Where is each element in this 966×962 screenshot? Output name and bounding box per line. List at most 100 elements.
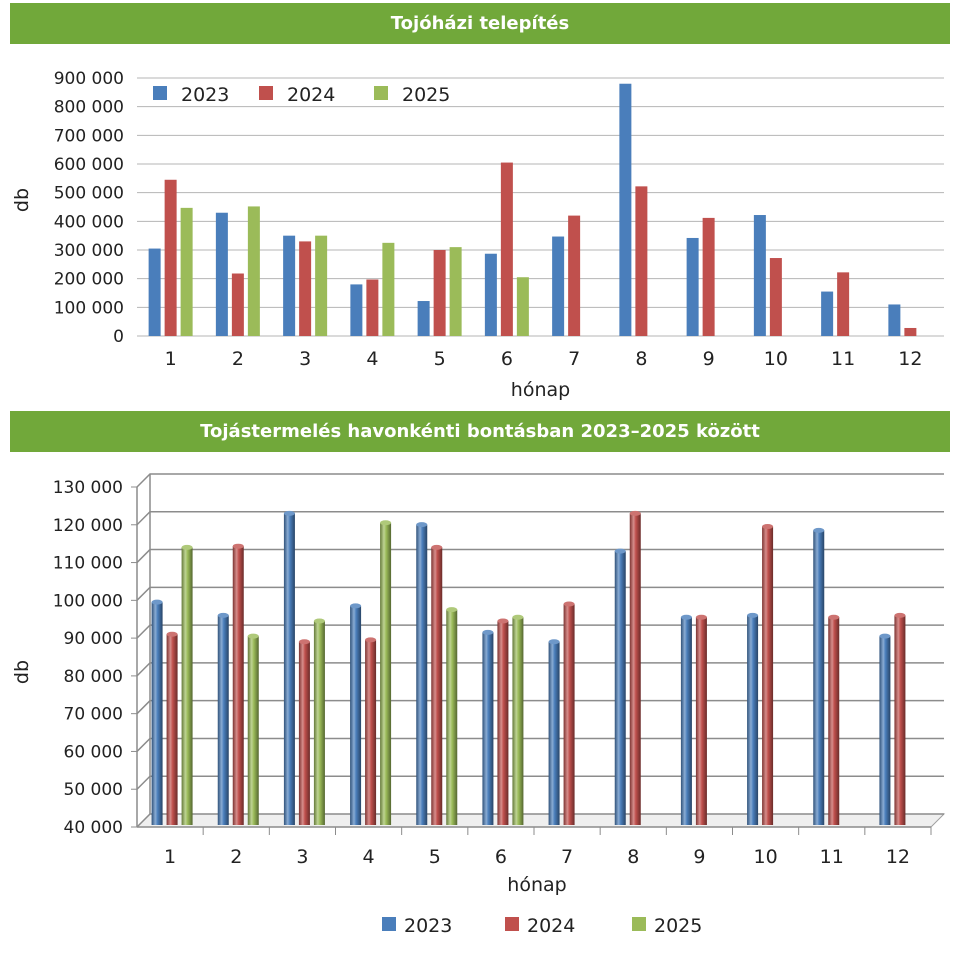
chart1-legend-label: 2025 (402, 84, 450, 106)
chart1-bar (148, 248, 161, 336)
chart1-y-tick-label: 800 000 (54, 98, 124, 118)
chart1-x-tick-label: 6 (501, 348, 513, 370)
chart2-x-tick-label: 6 (495, 846, 507, 868)
chart2-bar-top (298, 639, 310, 645)
chart1-bar (500, 162, 513, 336)
chart1-bar (837, 272, 850, 336)
chart2-bar (313, 621, 325, 825)
chart2-bar-top (482, 629, 494, 635)
chart1-x-axis-label: hónap (511, 379, 570, 401)
chart2-bar-top (247, 633, 259, 639)
chart2-y-tick-label: 50 000 (64, 780, 123, 800)
chart2-bar-top (614, 548, 626, 554)
chart2-bar-top (813, 527, 825, 533)
chart2-legend-swatch (632, 917, 646, 931)
chart1-bar (821, 291, 834, 336)
chart2-bar-top (680, 614, 692, 620)
chart1-legend-swatch (259, 86, 273, 100)
chart1-bar (449, 247, 462, 336)
chart2-x-tick-label: 11 (820, 846, 844, 868)
chart1-svg: 0 100 000 200 000 300 000 400 000 500 000 600 … (11, 69, 944, 401)
chart2-gridline (136, 624, 944, 639)
chart2-bar (247, 636, 259, 825)
chart1-x-tick-label: 5 (434, 348, 446, 370)
chart2-bar (747, 615, 759, 825)
chart2-gridline (136, 511, 944, 526)
chart2-gridline (136, 662, 944, 677)
chart2-bar-top (747, 612, 759, 618)
chart1-y-tick-label: 200 000 (54, 270, 124, 290)
chart2-bar (298, 641, 310, 825)
chart1-y-tick-label: 500 000 (54, 184, 124, 204)
chart2-bar (431, 547, 443, 825)
chart1-title: Tojóházi telepítés (390, 13, 570, 34)
chart2-bar (232, 546, 244, 825)
chart1-x-tick-label: 12 (898, 348, 922, 370)
chart2-y-tick-label: 60 000 (64, 742, 123, 762)
chart1-x-tick-label: 1 (165, 348, 177, 370)
chart2-bar-top (563, 601, 575, 607)
chart2-bar (217, 615, 229, 825)
chart1-y-tick-label: 300 000 (54, 241, 124, 261)
chart2-bar-top (629, 510, 641, 516)
chart2-bar (151, 602, 163, 825)
chart2-bar (181, 547, 193, 825)
chart2-bar (446, 609, 458, 825)
chart2-bar-top (166, 631, 178, 637)
chart1-y-tick-label: 100 000 (54, 298, 124, 318)
chart1-bar (283, 235, 296, 336)
chart2-legend-label: 2023 (404, 915, 452, 937)
chart2-x-tick-label: 12 (886, 846, 910, 868)
chart1-x-tick-label: 9 (703, 348, 715, 370)
chart1-x-tick-label: 8 (635, 348, 647, 370)
chart2-bar-top (283, 510, 295, 516)
chart2-bar (695, 617, 707, 825)
chart1-x-tick-label: 3 (299, 348, 311, 370)
chart2-title: Tojástermelés havonkénti bontásban 2023–… (200, 421, 760, 442)
chart2-x-tick-label: 4 (363, 846, 375, 868)
chart1-bar (350, 284, 363, 336)
chart1-bar (247, 206, 260, 336)
chart1-x-tick-label: 7 (568, 348, 580, 370)
chart1-legend-swatch (153, 86, 167, 100)
chart2-bar-top (181, 544, 193, 550)
chart2-y-tick-label: 110 000 (53, 554, 123, 574)
chart2-y-axis-label: db (11, 660, 33, 684)
chart2-bar (283, 513, 295, 825)
chart2-gridline (136, 737, 944, 752)
chart1-bar (769, 258, 782, 336)
chart1-y-tick-label: 600 000 (54, 155, 124, 175)
chart2-legend-swatch (505, 917, 519, 931)
chart2-bar (813, 530, 825, 825)
chart1-bar (552, 236, 565, 336)
chart1-legend-swatch (374, 86, 388, 100)
chart2-bar-top (365, 637, 377, 643)
chart2-x-tick-label: 3 (296, 846, 308, 868)
chart2-bar-top (151, 599, 163, 605)
chart2-title-banner: Tojástermelés havonkénti bontásban 2023–… (10, 411, 950, 452)
chart1-y-tick-label: 900 000 (54, 69, 124, 89)
chart2-bar-top (828, 614, 840, 620)
chart2-y-tick-label: 90 000 (64, 629, 123, 649)
chart2-bar (629, 513, 641, 825)
chart2-bar (563, 604, 575, 825)
chart2-bar (166, 634, 178, 825)
chart2-bar (894, 615, 906, 825)
chart2-bar (762, 526, 774, 825)
chart2-legend-swatch (382, 917, 396, 931)
chart2-legend-label: 2024 (527, 915, 575, 937)
chart1-legend-label: 2023 (181, 84, 229, 106)
chart2-bar (365, 639, 377, 825)
chart1-bar (686, 237, 699, 336)
chart1-bar (180, 207, 193, 336)
chart2-bar (482, 632, 494, 825)
chart2-gridline (136, 548, 944, 564)
chart1-x-tick-label: 10 (764, 348, 788, 370)
chart1-legend-label: 2024 (287, 84, 335, 106)
chart2-bar-top (548, 639, 560, 645)
chart2-bar-top (232, 543, 244, 549)
chart1-bar (484, 253, 497, 336)
chart1-x-tick-label: 11 (831, 348, 855, 370)
chart1-bar (164, 179, 177, 336)
